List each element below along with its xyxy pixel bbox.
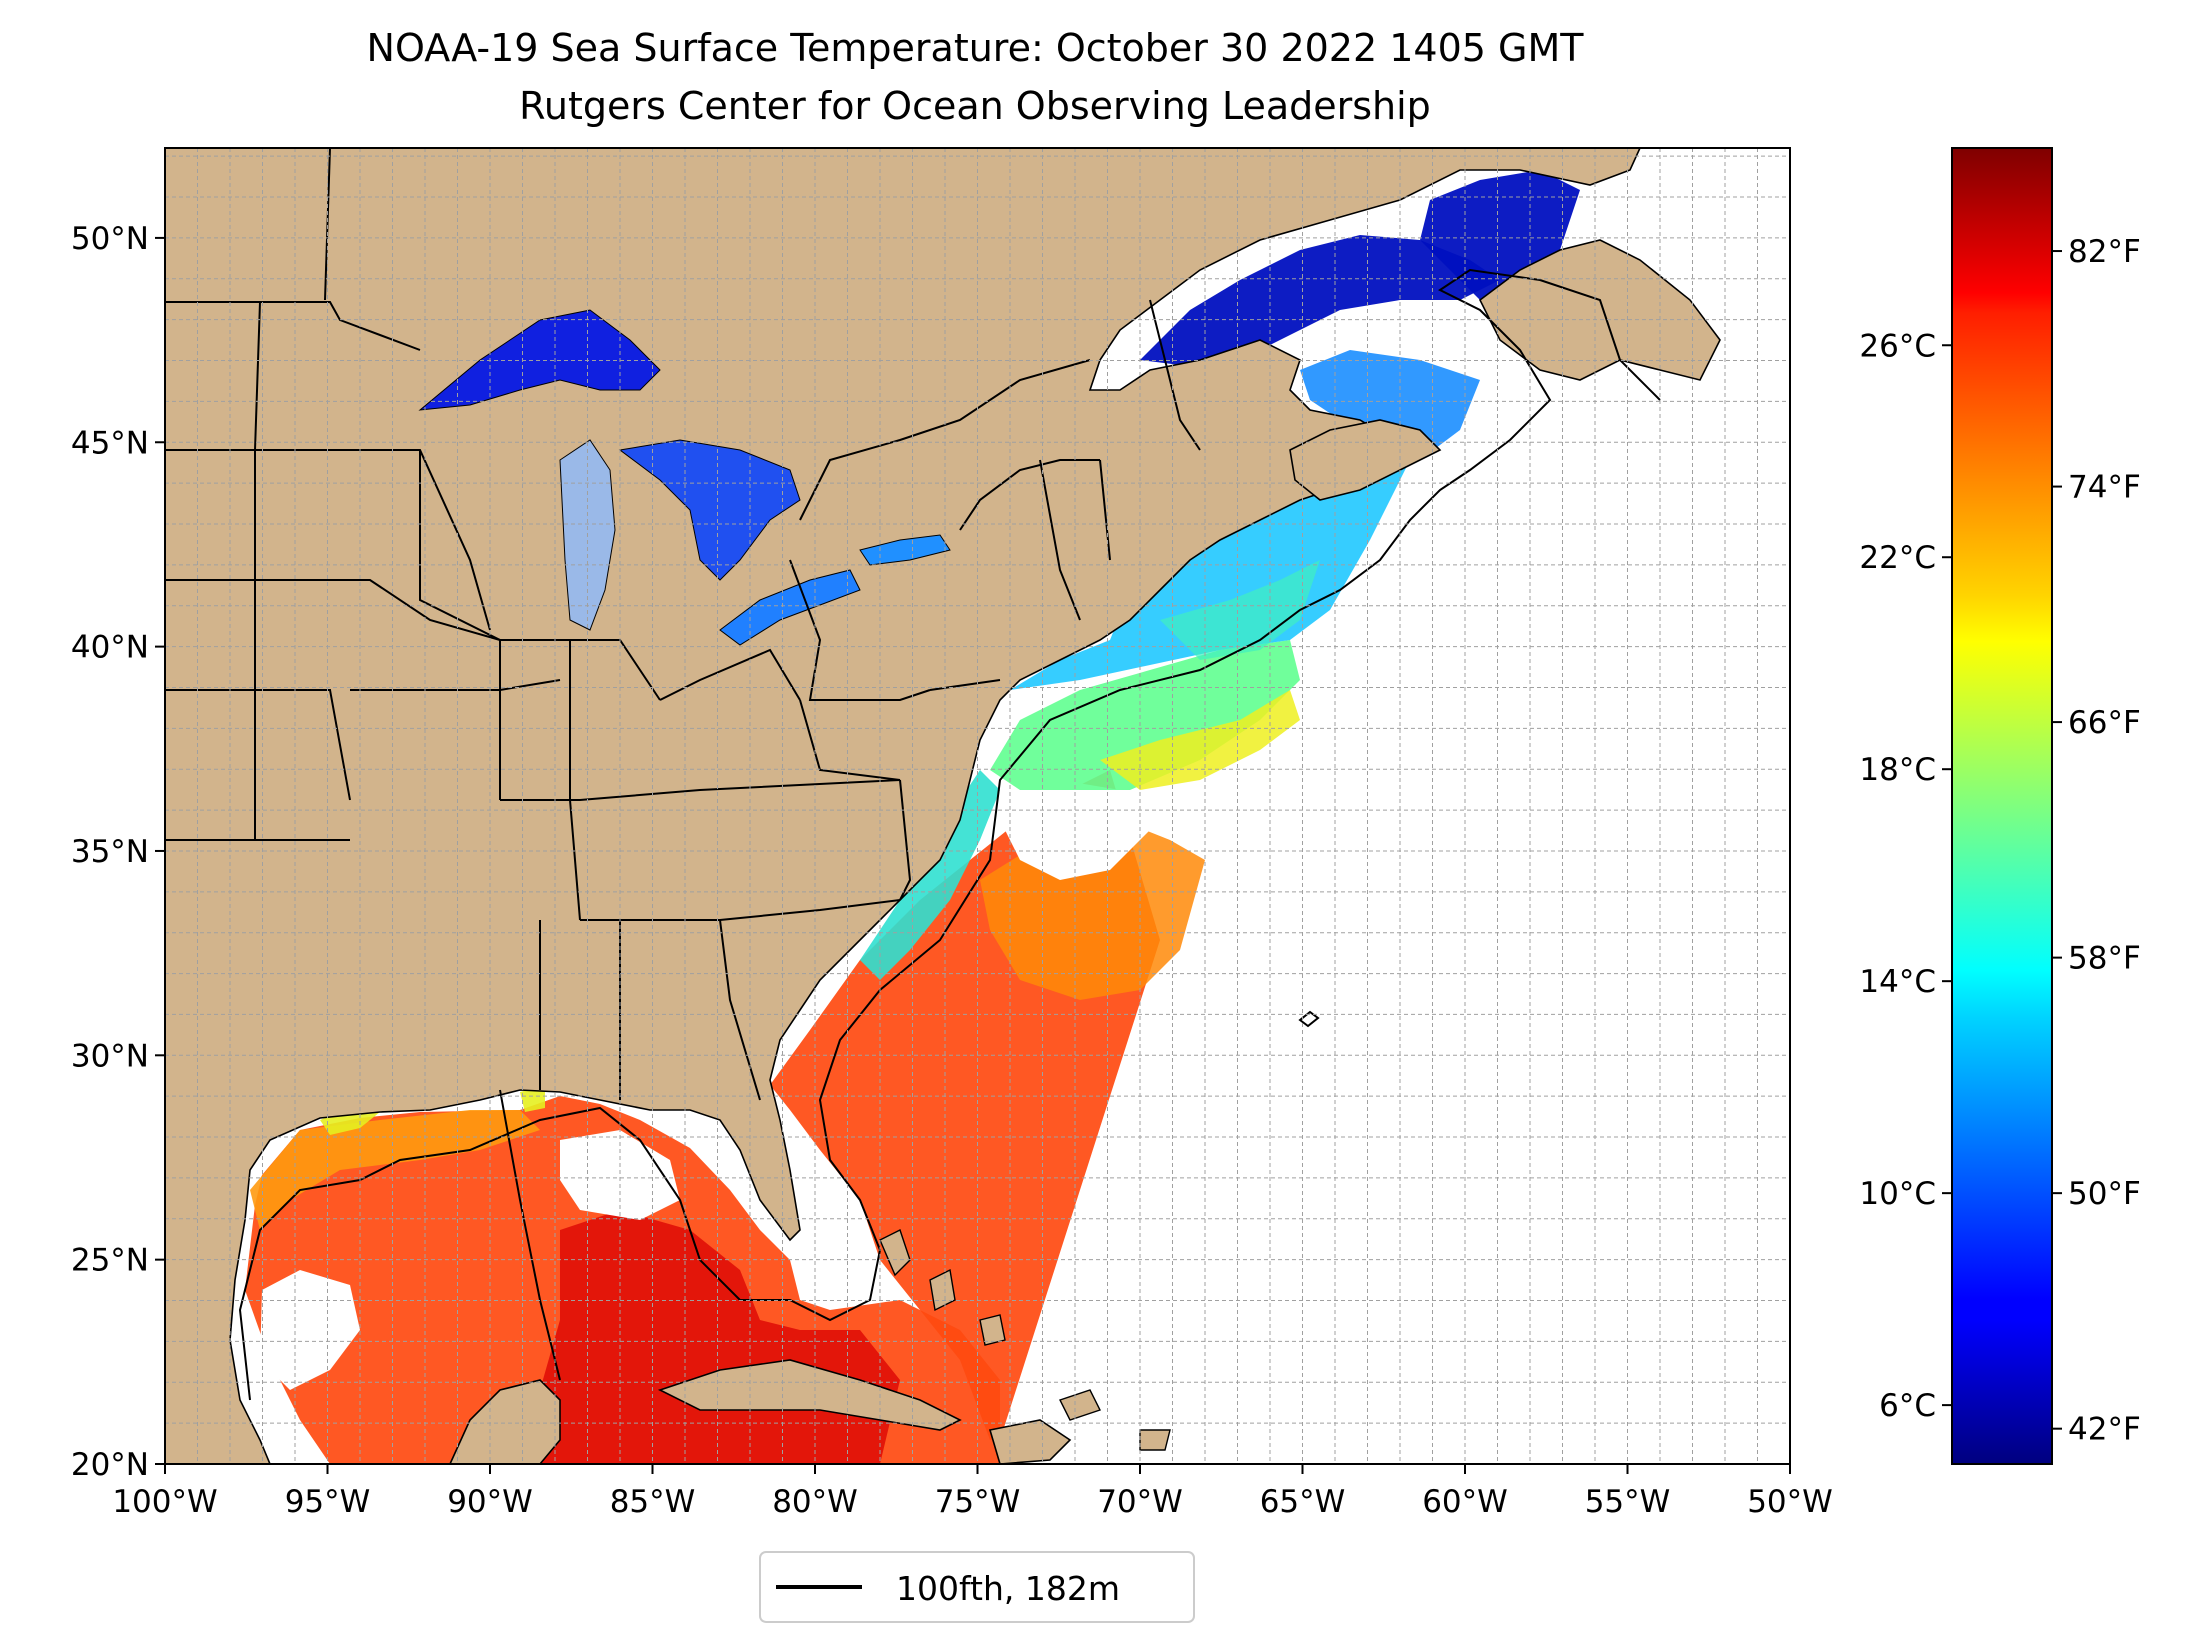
legend-box bbox=[759, 1551, 1195, 1623]
lat-tick-label: 50°N bbox=[71, 221, 149, 257]
sst-carolina-cyan bbox=[860, 770, 1000, 980]
lat-tick-label: 40°N bbox=[71, 630, 149, 666]
lon-tick-label: 75°W bbox=[935, 1484, 1021, 1520]
legend: 100fth, 182m bbox=[759, 1551, 1195, 1623]
lon-tick-labels: 100°W 95°W 90°W 85°W 80°W 75°W 70°W 65°W 60°W 55°… bbox=[112, 1464, 1833, 1520]
sst-gulf-coast-orange bbox=[250, 1110, 540, 1230]
lat-tick-labels: 20°N 25°N 30°N 35°N 40°N 45°N 50°N bbox=[71, 221, 165, 1483]
lat-tick-label: 20°N bbox=[71, 1447, 149, 1483]
cloud-gulf-central bbox=[560, 1130, 680, 1220]
legend-label: 100fth, 182m bbox=[896, 1569, 1120, 1608]
lake-erie bbox=[719, 569, 861, 646]
fahrenheit-tick-label: 82°F bbox=[2068, 234, 2141, 270]
chart-title: NOAA-19 Sea Surface Temperature: October… bbox=[366, 26, 1584, 70]
celsius-tick-label: 14°C bbox=[1859, 964, 1936, 1000]
political-borders bbox=[165, 148, 1201, 1381]
lon-tick-label: 50°W bbox=[1747, 1484, 1833, 1520]
lon-tick-label: 80°W bbox=[772, 1484, 858, 1520]
celsius-tick-label: 10°C bbox=[1859, 1176, 1936, 1212]
map-gridlines bbox=[165, 148, 1790, 1464]
fahrenheit-tick-label: 58°F bbox=[2068, 941, 2141, 977]
lon-tick-label: 65°W bbox=[1260, 1484, 1346, 1520]
colorbar-celsius-ticks: 6°C 10°C 14°C 18°C 22°C 26°C bbox=[1859, 328, 1952, 1424]
lon-tick-label: 55°W bbox=[1585, 1484, 1671, 1520]
colorbar-fahrenheit-ticks: 42°F 50°F 58°F 66°F 74°F 82°F bbox=[2052, 234, 2141, 1448]
celsius-tick-label: 22°C bbox=[1859, 540, 1936, 576]
lon-tick-label: 60°W bbox=[1422, 1484, 1508, 1520]
sst-gulf-stlawrence bbox=[1300, 350, 1480, 460]
lat-tick-label: 45°N bbox=[71, 425, 149, 461]
lake-superior bbox=[418, 309, 661, 411]
celsius-tick-label: 26°C bbox=[1859, 328, 1936, 364]
map-panel bbox=[165, 148, 1790, 1464]
chart-subtitle: Rutgers Center for Ocean Observing Leade… bbox=[519, 84, 1431, 128]
land-nova-scotia bbox=[1289, 419, 1442, 501]
lat-tick-label: 25°N bbox=[71, 1243, 149, 1279]
fahrenheit-tick-label: 74°F bbox=[2068, 470, 2141, 506]
lake-ontario bbox=[859, 534, 951, 566]
sst-midatlantic-green bbox=[990, 640, 1300, 790]
land-yucatan-mexico bbox=[449, 1379, 561, 1464]
lon-tick-label: 95°W bbox=[285, 1484, 371, 1520]
cloud-gulf-west bbox=[260, 1270, 360, 1390]
fahrenheit-tick-label: 42°F bbox=[2068, 1412, 2141, 1448]
lon-tick-label: 85°W bbox=[610, 1484, 696, 1520]
sst-gulfmaine-aqua bbox=[1160, 560, 1320, 660]
lat-tick-label: 30°N bbox=[71, 1038, 149, 1074]
fahrenheit-tick-label: 50°F bbox=[2068, 1176, 2141, 1212]
sst-stlawrence-navy bbox=[1140, 235, 1500, 370]
fahrenheit-tick-label: 66°F bbox=[2068, 705, 2141, 741]
celsius-tick-label: 6°C bbox=[1879, 1388, 1936, 1424]
colorbar bbox=[1951, 147, 2053, 1465]
sst-midatlantic-yellow bbox=[1100, 690, 1300, 790]
celsius-tick-label: 18°C bbox=[1859, 752, 1936, 788]
lon-tick-label: 70°W bbox=[1097, 1484, 1183, 1520]
lon-tick-label: 100°W bbox=[112, 1484, 217, 1520]
lat-tick-label: 35°N bbox=[71, 834, 149, 870]
lon-tick-label: 90°W bbox=[447, 1484, 533, 1520]
